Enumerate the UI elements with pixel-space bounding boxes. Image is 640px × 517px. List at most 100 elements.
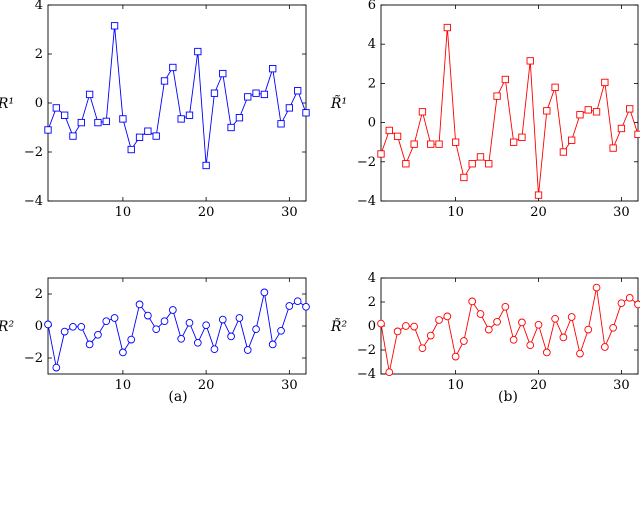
data-point [243,346,252,354]
x-tick-label: 20 [530,378,547,393]
data-point [617,124,626,133]
data-point [551,314,559,323]
data-point [144,127,152,135]
x-tick-label: 20 [198,378,215,393]
data-point [260,90,269,99]
data-point [543,107,551,115]
data-point [94,330,102,339]
data-point [435,316,443,324]
data-point [85,340,94,349]
chart-r2: 10 20 30 −2 0 2 R² [0,277,310,393]
data-point [427,140,435,148]
x-tick-label: 20 [198,205,215,220]
data-point [269,65,277,73]
data-point [235,114,244,122]
data-point [592,108,601,116]
data-point [260,288,269,297]
data-point [485,160,493,168]
data-point [185,318,194,327]
data-point [468,297,477,306]
series-line [47,292,307,368]
data-point [218,315,227,324]
data-point [435,140,443,148]
data-point [484,325,493,334]
data-point [52,363,61,372]
data-point [600,343,609,351]
y-axis-label: R² [0,319,14,335]
data-point [152,325,161,334]
data-point [252,325,260,334]
data-point [44,320,52,329]
data-point [385,368,394,377]
y-tick-label: −2 [24,351,43,366]
data-point [160,77,169,85]
data-point [426,331,435,340]
data-point [509,335,518,344]
data-point [402,160,410,168]
data-point [493,92,501,100]
data-point [385,126,393,135]
data-point [235,314,244,322]
data-point [617,299,626,308]
y-axis-label: R¹ [0,96,14,112]
data-point [609,323,617,332]
data-point [576,349,584,358]
data-point [227,332,235,341]
data-point [526,341,535,350]
data-point [526,57,534,65]
data-point [294,87,302,95]
data-point [160,317,169,326]
x-tick-label: 10 [115,205,132,220]
data-point [110,22,119,30]
y-tick-label: 0 [368,116,376,131]
data-point [443,312,452,321]
data-point [52,104,60,112]
x-tick-label: 30 [281,378,298,393]
x-tick-label: 10 [447,378,464,393]
data-point [60,111,69,119]
plot-frame [380,4,639,202]
data-point [60,327,69,336]
data-point [393,327,402,336]
data-point [77,118,85,127]
data-point [219,69,227,78]
data-point [451,138,460,146]
data-point [634,130,640,139]
data-point [626,105,634,113]
data-point [144,311,152,320]
data-point [501,302,510,311]
y-tick-label: 2 [35,47,43,62]
data-point [551,83,559,91]
data-point [559,333,568,342]
data-point [493,317,501,326]
data-point [202,161,210,170]
data-point [277,326,285,335]
y-tick-label: −2 [24,145,43,160]
data-point [302,109,310,117]
y-tick-label: 2 [368,295,376,310]
data-point [476,153,485,161]
chart-r1: 10 20 30 −4 −2 0 2 4 R¹ [0,0,310,220]
data-point [559,148,568,156]
data-point [460,173,468,182]
data-point [127,145,135,154]
data-point [285,104,294,112]
data-point [377,150,385,158]
chart-r1-tilde: 10 20 30 −4 −2 0 2 4 6 R̃¹ [330,0,640,220]
data-point [194,47,202,56]
data-point [509,138,518,146]
y-tick-label: 4 [35,0,43,13]
y-tick-label: 0 [368,319,376,334]
data-point [119,115,127,123]
data-point [402,322,410,330]
data-point [185,111,194,119]
x-tick-label: 30 [613,378,630,393]
data-point [202,321,210,330]
series-line [380,287,639,373]
data-point [592,283,601,292]
data-point [69,132,77,140]
data-point [451,352,460,361]
data-point [377,319,385,328]
data-point [135,133,144,141]
